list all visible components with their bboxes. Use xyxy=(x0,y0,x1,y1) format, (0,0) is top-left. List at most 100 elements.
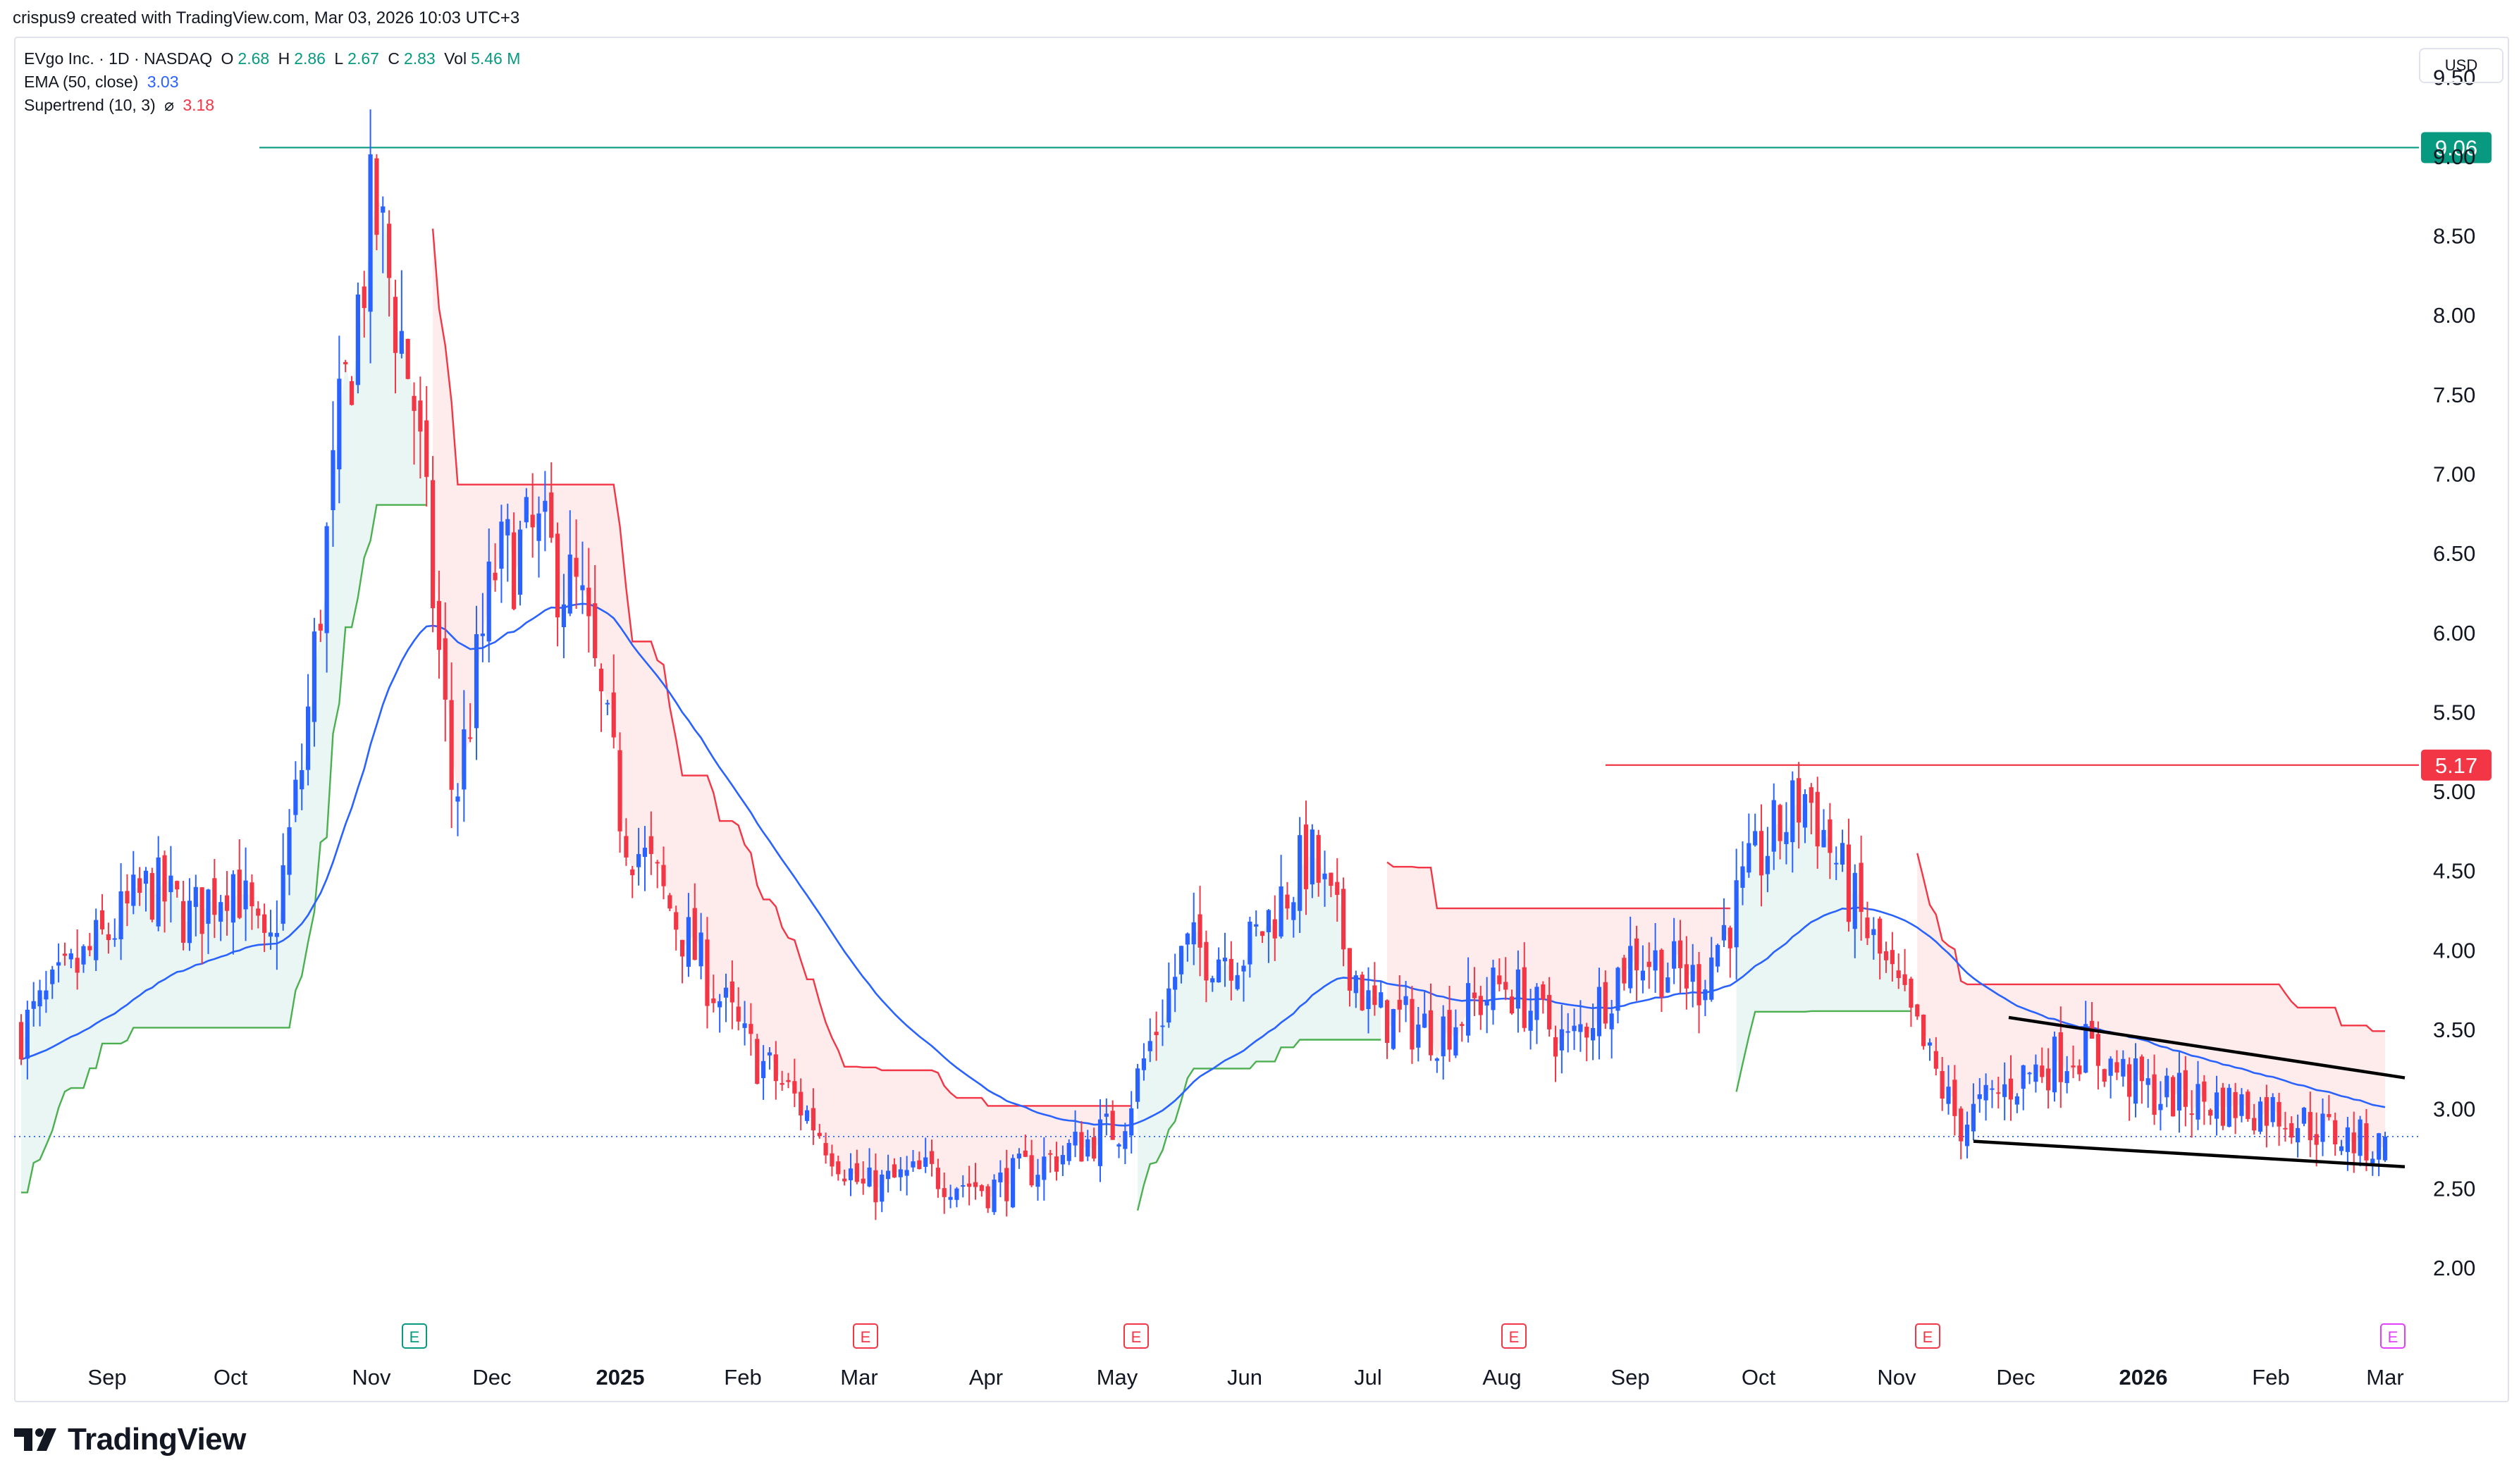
candle[interactable] xyxy=(2246,1089,2250,1122)
candle[interactable] xyxy=(1285,882,1290,920)
candle[interactable] xyxy=(2152,1054,2157,1125)
candle[interactable] xyxy=(517,521,523,606)
candle[interactable] xyxy=(1596,967,1602,1060)
candle[interactable] xyxy=(1154,1011,1159,1061)
candle[interactable] xyxy=(773,1041,778,1100)
candle[interactable] xyxy=(399,270,404,359)
candle[interactable] xyxy=(1322,851,1327,907)
candle[interactable] xyxy=(524,488,529,528)
candle[interactable] xyxy=(50,965,55,999)
candle[interactable] xyxy=(1272,895,1277,961)
candle[interactable] xyxy=(1859,835,1864,941)
candle[interactable] xyxy=(1703,979,1708,1016)
earnings-marker[interactable]: E xyxy=(2380,1323,2406,1349)
candle[interactable] xyxy=(830,1144,834,1177)
candle[interactable] xyxy=(1964,1111,1970,1158)
candle[interactable] xyxy=(1310,824,1314,898)
candle[interactable] xyxy=(1160,999,1165,1046)
candle[interactable] xyxy=(305,674,311,786)
candle[interactable] xyxy=(992,1174,997,1216)
candle[interactable] xyxy=(698,913,703,979)
candle[interactable] xyxy=(18,1014,24,1065)
candle[interactable] xyxy=(873,1153,878,1220)
candle[interactable] xyxy=(1778,803,1782,860)
candle[interactable] xyxy=(1534,983,1539,1044)
candle[interactable] xyxy=(436,570,442,679)
candle[interactable] xyxy=(1771,783,1776,870)
candle[interactable] xyxy=(2127,1057,2132,1121)
candle[interactable] xyxy=(2202,1075,2207,1125)
candle[interactable] xyxy=(1298,817,1302,933)
candle[interactable] xyxy=(412,382,417,465)
candle[interactable] xyxy=(1628,916,1633,994)
candle[interactable] xyxy=(1809,783,1813,835)
candle[interactable] xyxy=(1185,932,1190,962)
candle[interactable] xyxy=(1672,917,1677,984)
candle[interactable] xyxy=(62,942,68,966)
candle[interactable] xyxy=(2233,1082,2238,1134)
candle[interactable] xyxy=(935,1158,940,1198)
candle[interactable] xyxy=(1384,999,1390,1059)
candle[interactable] xyxy=(799,1078,803,1131)
candle[interactable] xyxy=(742,1001,747,1046)
candle[interactable] xyxy=(2145,1058,2150,1108)
candle[interactable] xyxy=(1222,932,1228,987)
candle[interactable] xyxy=(574,519,579,609)
candle[interactable] xyxy=(2095,1021,2101,1090)
candle[interactable] xyxy=(312,617,317,747)
candle[interactable] xyxy=(424,385,429,507)
candle[interactable] xyxy=(443,602,448,742)
candle[interactable] xyxy=(1559,1004,1564,1074)
candle[interactable] xyxy=(1734,848,1739,980)
candle[interactable] xyxy=(293,761,298,822)
candle[interactable] xyxy=(661,846,666,900)
candle[interactable] xyxy=(1123,1123,1128,1165)
candle[interactable] xyxy=(512,512,517,610)
candle[interactable] xyxy=(1977,1078,1982,1113)
candle[interactable] xyxy=(224,871,230,936)
candle[interactable] xyxy=(2071,1045,2076,1079)
candle[interactable] xyxy=(1410,986,1415,1064)
candle[interactable] xyxy=(162,851,167,933)
candle[interactable] xyxy=(75,929,80,990)
candle[interactable] xyxy=(1372,962,1377,1016)
candle[interactable] xyxy=(967,1165,972,1206)
candle[interactable] xyxy=(705,917,710,1029)
candle[interactable] xyxy=(2033,1054,2038,1093)
candle[interactable] xyxy=(636,827,641,886)
candle[interactable] xyxy=(1035,1158,1040,1201)
candle[interactable] xyxy=(867,1148,872,1187)
candle[interactable] xyxy=(355,282,360,394)
candle[interactable] xyxy=(979,1184,984,1197)
candle[interactable] xyxy=(1173,953,1178,1013)
candle[interactable] xyxy=(2040,1047,2045,1083)
candle[interactable] xyxy=(1878,916,1883,979)
candle[interactable] xyxy=(1896,953,1901,989)
candle[interactable] xyxy=(1759,804,1764,907)
candle[interactable] xyxy=(2002,1062,2007,1120)
candle[interactable] xyxy=(1659,948,1664,1012)
candle[interactable] xyxy=(948,1185,953,1208)
candle[interactable] xyxy=(131,851,136,915)
candle[interactable] xyxy=(449,662,454,829)
candle[interactable] xyxy=(112,918,117,947)
candle[interactable] xyxy=(343,359,348,373)
candle[interactable] xyxy=(87,932,92,957)
candle[interactable] xyxy=(1397,975,1402,1033)
candle[interactable] xyxy=(1622,955,1627,991)
candle[interactable] xyxy=(1846,818,1852,932)
candle[interactable] xyxy=(1852,864,1857,958)
candle[interactable] xyxy=(2296,1114,2301,1158)
candle[interactable] xyxy=(1428,983,1434,1061)
candle[interactable] xyxy=(462,690,467,822)
candle[interactable] xyxy=(262,903,267,953)
candle[interactable] xyxy=(598,663,604,732)
candle[interactable] xyxy=(1515,950,1521,1033)
candle[interactable] xyxy=(2283,1111,2288,1142)
candle[interactable] xyxy=(1603,970,1608,1029)
candle[interactable] xyxy=(2339,1139,2344,1156)
candle[interactable] xyxy=(1228,941,1233,1001)
candle[interactable] xyxy=(1915,1003,1920,1020)
candle[interactable] xyxy=(1715,944,1720,972)
candle[interactable] xyxy=(2277,1092,2281,1146)
